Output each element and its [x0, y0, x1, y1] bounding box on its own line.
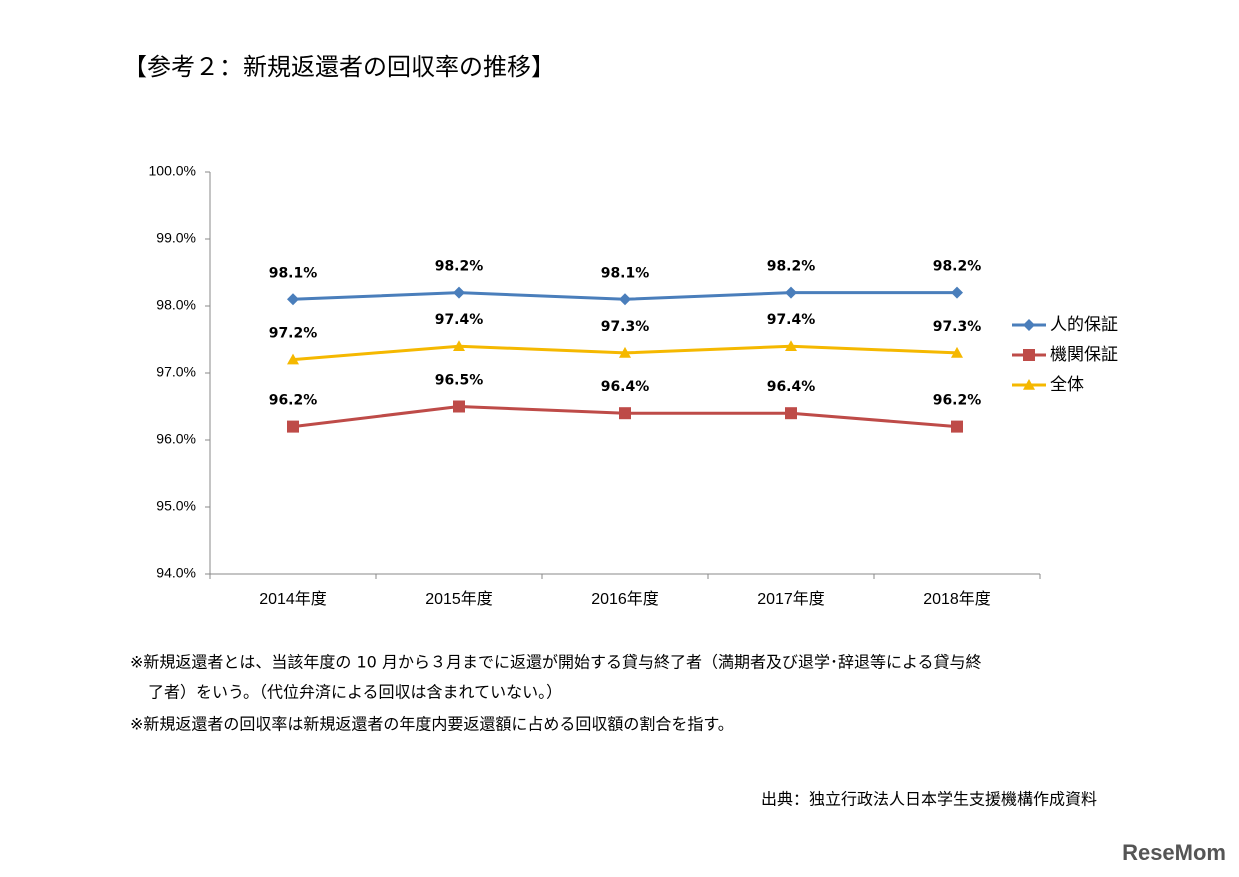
- marker: [619, 346, 631, 358]
- value-label: 98.1%: [269, 265, 318, 281]
- y-tick-label: 98.0%: [156, 297, 196, 313]
- legend-label: 人的保証: [1050, 315, 1118, 335]
- chart-title: 【参考２：新規返還者の回収率の推移】: [123, 53, 555, 81]
- legend-label: 機関保証: [1050, 345, 1118, 365]
- source: 出典：独立行政法人日本学生支援機構作成資料: [761, 790, 1097, 809]
- value-label: 97.3%: [933, 319, 982, 335]
- marker: [287, 353, 299, 365]
- marker: [785, 340, 797, 351]
- value-label: 97.4%: [435, 312, 484, 328]
- value-label: 96.5%: [435, 373, 484, 389]
- legend-label: 全体: [1050, 375, 1084, 395]
- y-tick-label: 99.0%: [156, 230, 196, 246]
- x-tick-label: 2015年度: [425, 590, 493, 608]
- value-label: 98.2%: [767, 259, 816, 275]
- y-tick-label: 97.0%: [156, 364, 196, 380]
- value-label: 96.4%: [601, 379, 650, 395]
- value-label: 97.4%: [767, 312, 816, 328]
- value-label: 97.2%: [269, 326, 318, 342]
- logo: ReseMom: [1122, 840, 1226, 865]
- marker: [619, 407, 631, 420]
- marker: [453, 286, 465, 299]
- marker: [951, 286, 963, 299]
- value-label: 97.3%: [601, 319, 650, 335]
- marker: [951, 346, 963, 358]
- value-label: 98.1%: [601, 265, 650, 281]
- value-label: 96.4%: [767, 379, 816, 395]
- x-tick-label: 2017年度: [757, 590, 825, 608]
- marker: [1023, 349, 1035, 361]
- y-tick-label: 100.0%: [149, 163, 196, 179]
- marker: [951, 420, 963, 433]
- value-label: 96.2%: [933, 393, 982, 409]
- note: ※新規返還者とは、当該年度の 10 月から３月までに返還が開始する貸与終了者（満…: [130, 653, 981, 672]
- y-tick-label: 96.0%: [156, 431, 196, 447]
- x-tick-label: 2016年度: [591, 590, 659, 608]
- marker: [287, 420, 299, 433]
- y-tick-label: 95.0%: [156, 498, 196, 514]
- note: ※新規返還者の回収率は新規返還者の年度内要返還額に占める回収額の割合を指す。: [130, 715, 734, 734]
- note: 了者）をいう。（代位弁済による回収は含まれていない。）: [148, 683, 562, 702]
- value-label: 98.2%: [435, 259, 484, 275]
- marker: [785, 407, 797, 420]
- marker: [453, 340, 465, 351]
- marker: [453, 400, 465, 413]
- marker: [619, 293, 631, 306]
- y-tick-label: 94.0%: [156, 565, 196, 581]
- marker: [287, 293, 299, 306]
- value-label: 96.2%: [269, 393, 318, 409]
- x-tick-label: 2014年度: [259, 590, 327, 608]
- value-label: 98.2%: [933, 259, 982, 275]
- marker: [1023, 319, 1035, 331]
- x-tick-label: 2018年度: [923, 590, 991, 608]
- marker: [785, 286, 797, 299]
- marker: [1023, 379, 1035, 390]
